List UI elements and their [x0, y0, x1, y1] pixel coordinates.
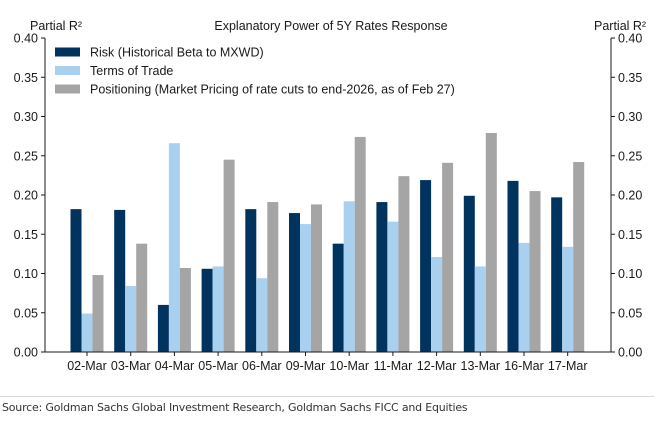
bar-positioning: [442, 162, 454, 352]
legend-label: Terms of Trade: [90, 64, 173, 78]
y-tick-label-left: 0.05: [14, 306, 38, 320]
bar-risk: [157, 304, 169, 352]
bar-positioning: [354, 136, 366, 352]
x-tick-label: 11-Mar: [374, 359, 413, 373]
x-tick-label: 09-Mar: [286, 359, 326, 373]
y-axis-right-label: Partial R²: [594, 19, 646, 33]
legend-label: Risk (Historical Beta to MXWD): [90, 46, 264, 60]
bars-group: [70, 132, 585, 352]
y-tick-label-right: 0.40: [618, 32, 642, 46]
y-tick-label-left: 0.00: [14, 346, 38, 360]
bar-terms-of-trade: [256, 278, 268, 352]
bar-positioning: [398, 176, 410, 352]
bar-terms-of-trade: [343, 201, 355, 352]
bar-terms-of-trade: [431, 257, 443, 352]
bar-terms-of-trade: [562, 246, 574, 352]
legend: Risk (Historical Beta to MXWD) Terms of T…: [55, 46, 455, 97]
y-tick-label-right: 0.20: [618, 189, 642, 203]
bar-terms-of-trade: [387, 221, 399, 352]
bar-risk: [289, 213, 300, 352]
x-tick-label: 13-Mar: [461, 359, 501, 373]
bar-positioning: [267, 202, 279, 352]
y-tick-label-left: 0.35: [14, 71, 38, 85]
bar-risk: [376, 202, 388, 352]
bar-risk: [201, 268, 213, 352]
legend-item-terms-of-trade: Terms of Trade: [55, 64, 173, 78]
bar-risk: [420, 180, 432, 352]
x-tick-label: 05-Mar: [198, 359, 238, 373]
bar-risk: [245, 209, 257, 352]
legend-item-risk: Risk (Historical Beta to MXWD): [55, 46, 264, 60]
bar-positioning: [92, 275, 104, 352]
y-axis-left: 0.00 0.05 0.10 0.15 0.20 0.25 0.30 0.35 0.40: [14, 32, 45, 360]
legend-item-positioning: Positioning (Market Pricing of rate cuts…: [55, 83, 455, 97]
bar-chart: Explanatory Power of 5Y Rates Response P…: [14, 19, 646, 373]
bar-positioning: [311, 204, 322, 352]
y-tick-label-right: 0.30: [618, 110, 642, 124]
y-tick-label-right: 0.00: [618, 346, 642, 360]
x-tick-label: 10-Mar: [329, 359, 369, 373]
bar-positioning: [136, 243, 148, 352]
bar-risk: [114, 209, 126, 352]
y-tick-label-right: 0.25: [618, 149, 642, 163]
bar-positioning: [485, 132, 497, 352]
source-note: Source: Goldman Sachs Global Investment …: [2, 401, 468, 414]
bar-risk: [70, 209, 82, 352]
bar-terms-of-trade: [474, 266, 486, 352]
bar-positioning: [573, 162, 585, 352]
bar-risk: [551, 197, 563, 352]
legend-swatch: [55, 47, 80, 57]
x-tick-label: 03-Mar: [111, 359, 151, 373]
bar-terms-of-trade: [81, 313, 93, 352]
y-tick-label-left: 0.20: [14, 189, 38, 203]
y-axis-left-label: Partial R²: [30, 19, 82, 33]
y-tick-label-right: 0.05: [618, 306, 642, 320]
y-axis-right: 0.00 0.05 0.10 0.15 0.20 0.25 0.30 0.35 0.40: [611, 32, 642, 360]
x-tick-label: 04-Mar: [155, 359, 195, 373]
bar-risk: [332, 243, 344, 352]
y-tick-label-left: 0.25: [14, 149, 38, 163]
x-axis: 02-Mar 03-Mar 04-Mar 05-Mar 06-Mar 09-Mar 10-M…: [67, 352, 587, 373]
chart-title: Explanatory Power of 5Y Rates Response: [214, 19, 447, 33]
x-tick-label: 16-Mar: [504, 359, 544, 373]
legend-label: Positioning (Market Pricing of rate cuts…: [90, 83, 455, 97]
y-tick-label-right: 0.35: [618, 71, 642, 85]
bar-risk: [507, 180, 519, 352]
bar-terms-of-trade: [125, 286, 137, 352]
y-tick-label-left: 0.40: [14, 32, 38, 46]
bar-terms-of-trade: [212, 266, 224, 352]
bar-positioning: [179, 268, 191, 352]
bar-terms-of-trade: [300, 224, 311, 352]
bar-positioning: [223, 159, 235, 352]
bar-risk: [463, 195, 475, 352]
y-tick-label-left: 0.10: [14, 267, 38, 281]
x-tick-label: 17-Mar: [548, 359, 588, 373]
legend-swatch: [55, 84, 80, 94]
y-tick-label-right: 0.10: [618, 267, 642, 281]
y-tick-label-left: 0.30: [14, 110, 38, 124]
legend-swatch: [55, 66, 80, 75]
x-tick-label: 12-Mar: [417, 359, 457, 373]
y-tick-label-left: 0.15: [14, 228, 38, 242]
footer-divider: [0, 396, 654, 397]
bar-terms-of-trade: [168, 143, 180, 352]
bar-terms-of-trade: [518, 242, 530, 352]
bar-positioning: [529, 191, 541, 352]
x-tick-label: 02-Mar: [67, 359, 107, 373]
y-tick-label-right: 0.15: [618, 228, 642, 242]
x-tick-label: 06-Mar: [242, 359, 282, 373]
